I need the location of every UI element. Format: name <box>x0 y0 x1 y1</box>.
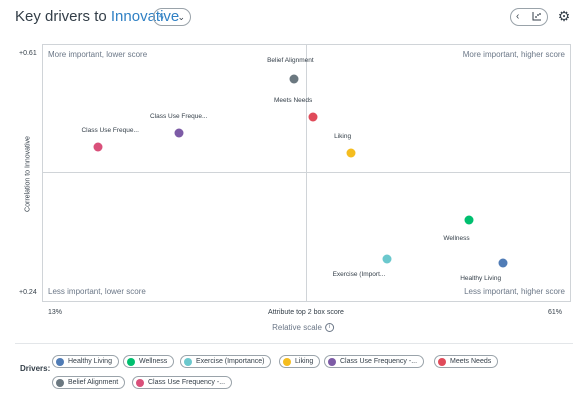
driver-label: Wellness <box>139 358 168 365</box>
point-label: Exercise (Import... <box>332 270 386 278</box>
info-icon[interactable]: i <box>324 323 334 333</box>
legend-divider <box>15 343 573 344</box>
relative-scale-label: Relative scale <box>272 323 322 332</box>
driver-dot <box>56 357 64 366</box>
scatter-point[interactable] <box>346 148 356 158</box>
drivers-label: Drivers: <box>20 364 51 373</box>
driver-dot <box>127 357 135 366</box>
x-axis-min-label: 13% <box>48 309 63 316</box>
driver-chip[interactable]: Liking <box>279 355 321 368</box>
driver-label: Class Use Frequency -... <box>148 379 226 386</box>
chart-header: Key drivers to Innovative ϟ ⌄ ‹ ⚙ <box>0 0 588 36</box>
scatter-point[interactable] <box>93 142 103 152</box>
x-axis-title: Attribute top 2 box score <box>268 309 344 316</box>
driver-label: Exercise (Importance) <box>196 358 265 365</box>
relative-scale-note: Relative scale i <box>272 323 334 333</box>
driver-dot <box>328 357 336 366</box>
driver-chip[interactable]: Belief Alignment <box>52 376 126 389</box>
point-label: Liking <box>334 132 352 140</box>
gear-icon[interactable]: ⚙ <box>557 8 571 24</box>
point-label: Wellness <box>443 234 470 242</box>
horizontal-midline <box>42 172 571 173</box>
driver-chip[interactable]: Meets Needs <box>434 355 499 368</box>
view-toggle-group[interactable]: ‹ <box>510 8 548 26</box>
y-axis-title: Correlation to Innovative <box>24 136 32 212</box>
driver-label: Class Use Frequency -... <box>340 358 418 365</box>
scatter-point[interactable] <box>498 258 508 268</box>
bolt-icon: ϟ <box>159 12 164 22</box>
driver-chip[interactable]: Class Use Frequency -... <box>324 355 425 368</box>
title-target: Innovative <box>110 8 180 25</box>
chevron-down-icon: ⌄ <box>177 11 185 22</box>
point-label: Meets Needs <box>273 97 313 105</box>
page-title: Key drivers to Innovative <box>15 8 179 25</box>
point-label: Belief Alignment <box>267 56 314 64</box>
driver-label: Healthy Living <box>68 358 112 365</box>
title-prefix: Key drivers to <box>15 8 107 25</box>
driver-dot <box>136 378 144 387</box>
point-label: Class Use Freque... <box>81 127 139 135</box>
driver-chip[interactable]: Wellness <box>123 355 175 368</box>
scatter-point[interactable] <box>174 128 184 138</box>
driver-dot <box>56 378 64 387</box>
driver-chip[interactable]: Exercise (Importance) <box>180 355 272 368</box>
y-axis-min-label: +0.24 <box>19 289 37 296</box>
point-label: Healthy Living <box>460 274 502 282</box>
vertical-midline <box>306 44 307 302</box>
driver-chip[interactable]: Class Use Frequency -... <box>132 376 233 389</box>
y-axis-max-label: +0.61 <box>19 50 37 57</box>
x-axis-max-label: 61% <box>548 309 563 316</box>
driver-label: Meets Needs <box>450 358 492 365</box>
point-label: Class Use Freque... <box>149 113 208 121</box>
driver-label: Liking <box>295 358 314 365</box>
driver-dot <box>184 357 192 366</box>
chart-toggle-icon[interactable] <box>532 11 542 24</box>
quadrant-bottom-left: Less important, lower score <box>48 287 146 296</box>
quadrant-bottom-right: Less important, higher score <box>464 287 565 296</box>
driver-chip[interactable]: Healthy Living <box>52 355 119 368</box>
scatter-point[interactable] <box>289 74 299 84</box>
quadrant-top-right: More important, higher score <box>462 50 565 59</box>
chevron-left-icon[interactable]: ‹ <box>516 11 520 22</box>
scatter-point[interactable] <box>382 254 392 264</box>
driver-label: Belief Alignment <box>68 379 119 386</box>
quadrant-top-left: More important, lower score <box>48 50 148 59</box>
scatter-point[interactable] <box>464 215 473 225</box>
driver-dot <box>438 357 446 366</box>
driver-dot <box>283 357 291 366</box>
target-selector[interactable]: ϟ ⌄ <box>153 8 191 26</box>
scatter-point[interactable] <box>308 112 318 122</box>
